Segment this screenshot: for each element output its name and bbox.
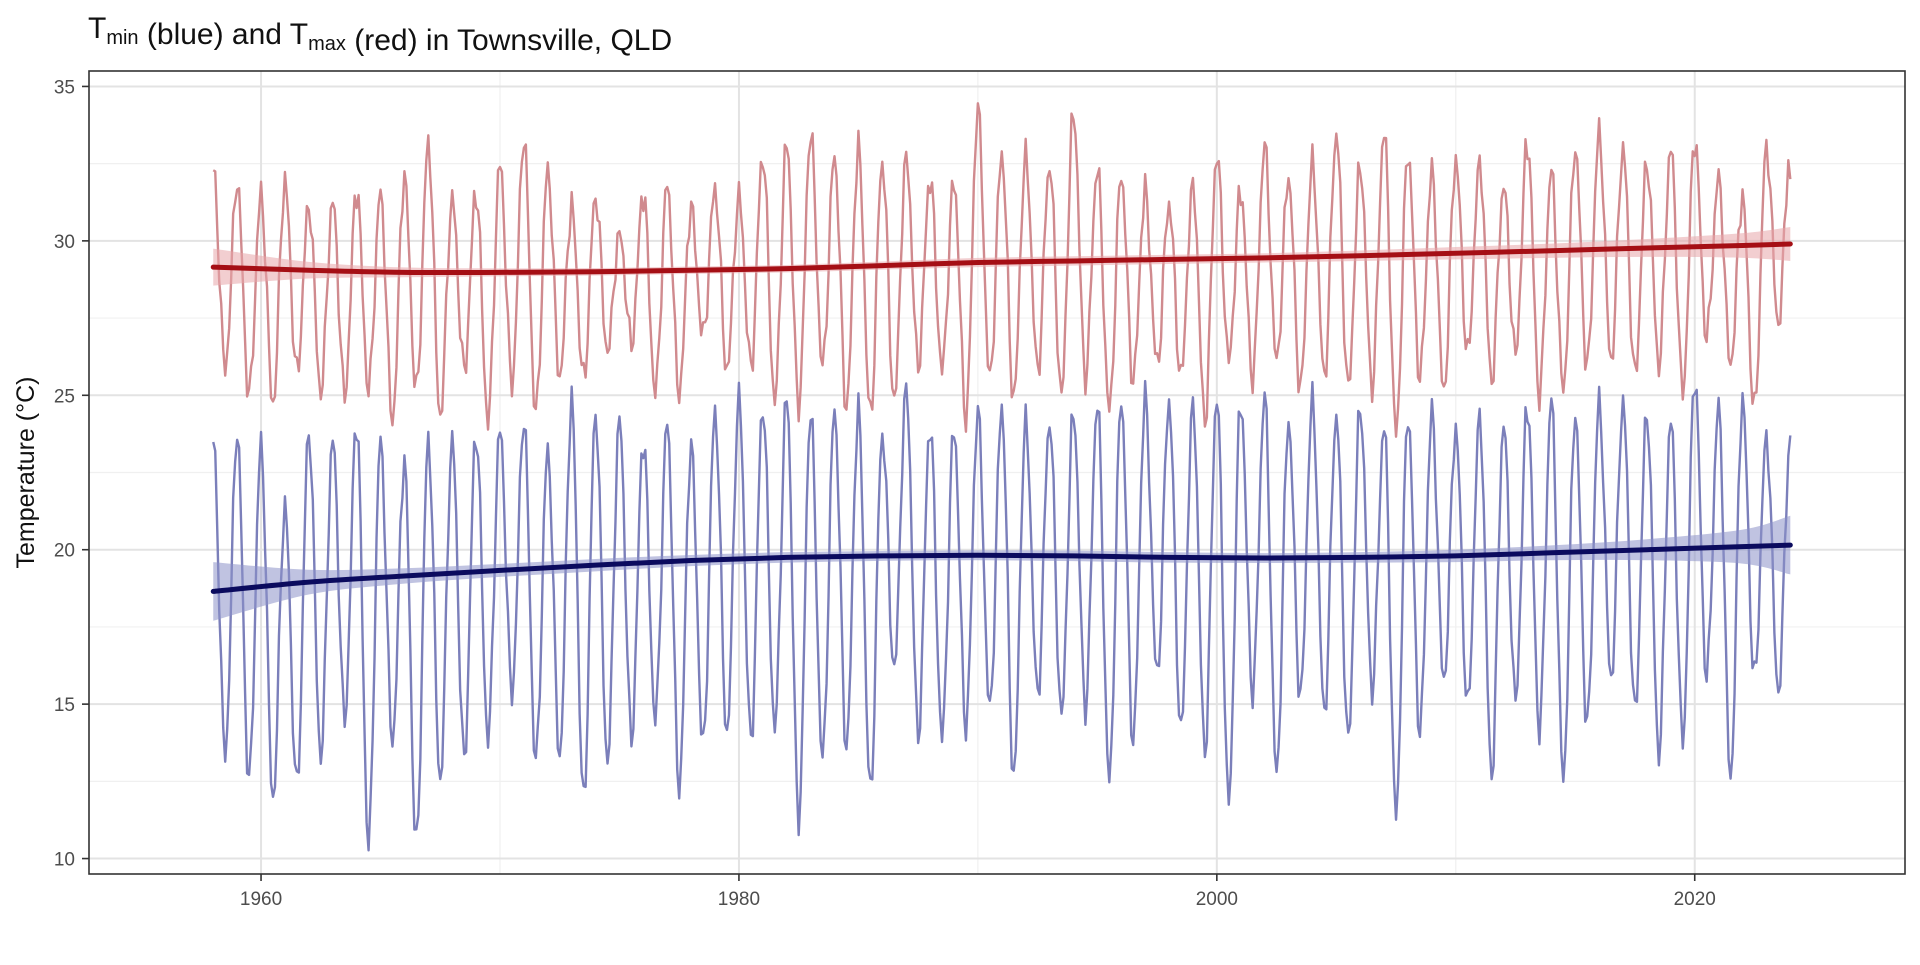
title-part-1: (blue) and T xyxy=(139,18,309,51)
y-tick-label: 30 xyxy=(54,232,75,253)
y-tick-label: 15 xyxy=(54,695,75,716)
tmax-trend-line xyxy=(210,241,1793,276)
seasonal-lines xyxy=(212,102,1792,852)
tmin-trend-line xyxy=(210,542,1793,594)
tmax-monthly-line xyxy=(212,102,1792,438)
trend-lines xyxy=(210,241,1793,594)
x-tick-label: 2020 xyxy=(1674,889,1716,910)
title-subscript-0: min xyxy=(106,27,138,49)
x-tick-label: 1960 xyxy=(240,889,282,910)
y-tick-label: 25 xyxy=(54,386,75,407)
x-tick-label: 1980 xyxy=(718,889,760,910)
title-part-2: (red) in Townsville, QLD xyxy=(346,24,672,57)
y-tick-label: 35 xyxy=(54,77,75,98)
y-axis-label: Temperature (°C) xyxy=(12,377,40,569)
x-axis: 1960 1980 2000 2020 xyxy=(240,874,1716,910)
x-tick-label: 2000 xyxy=(1196,889,1238,910)
y-axis: 10 15 20 25 30 35 xyxy=(54,77,89,871)
tmin-monthly-line xyxy=(212,379,1792,852)
chart-title: Tmin (blue) and Tmax (red) in Townsville… xyxy=(88,12,672,57)
title-subscript-1: max xyxy=(308,33,346,55)
y-tick-label: 10 xyxy=(54,850,75,871)
y-tick-label: 20 xyxy=(54,541,75,562)
title-part-0: T xyxy=(88,12,106,45)
plot-border xyxy=(88,70,1906,875)
